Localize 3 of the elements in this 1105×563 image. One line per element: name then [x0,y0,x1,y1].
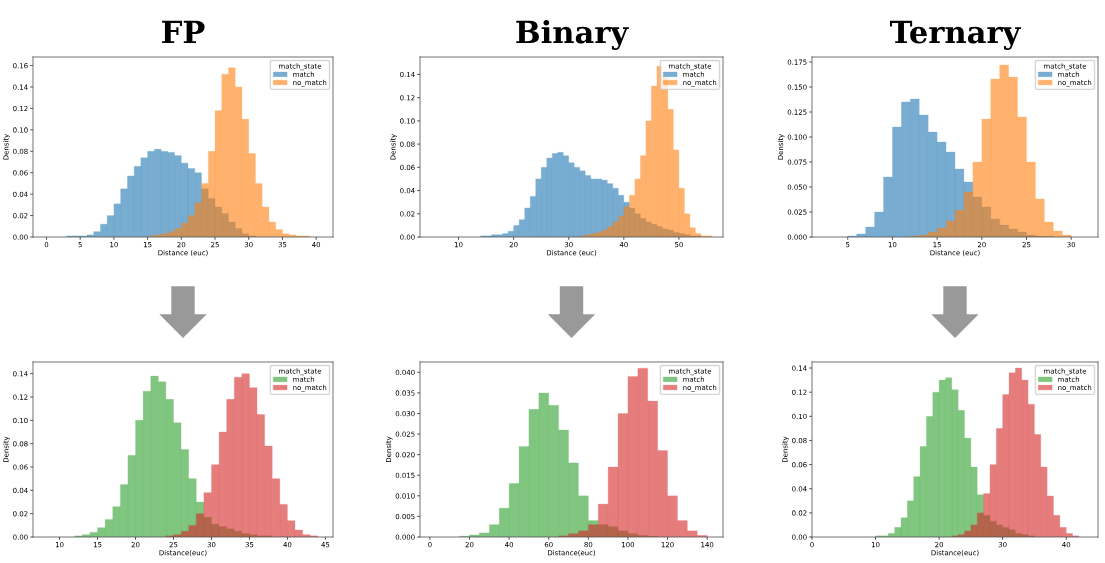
chart-title: Ternary [890,20,1022,50]
chart-title: Binary [516,19,629,50]
chart-title: FP [162,20,205,44]
